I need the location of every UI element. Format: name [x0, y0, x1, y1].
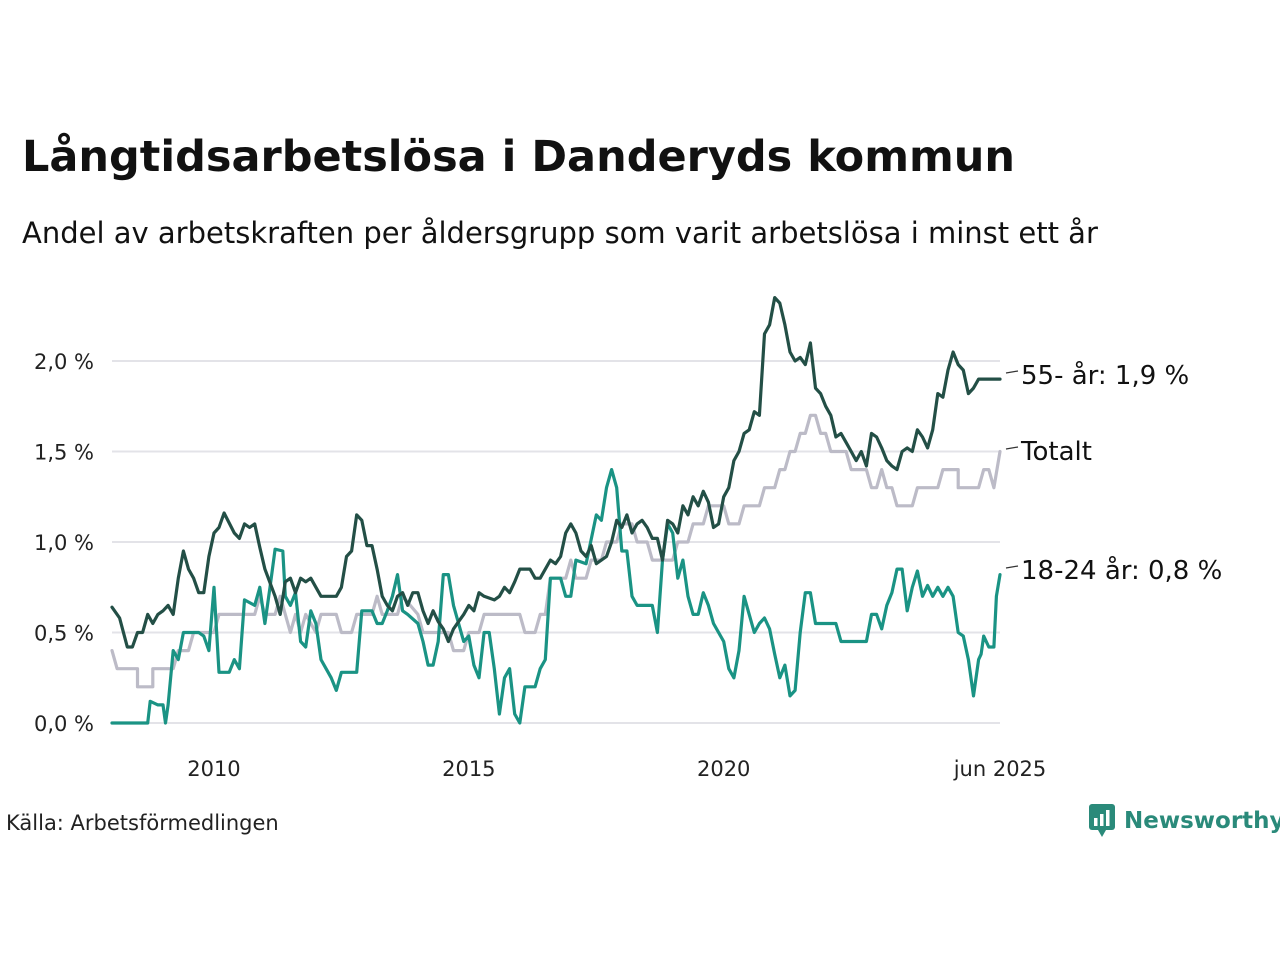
end-label-age1824: 18-24 år: 0,8 % [1021, 555, 1222, 586]
x-tick-label: jun 2025 [953, 757, 1047, 781]
x-tick-label: 2010 [187, 757, 240, 781]
brand-logo: Newsworthy [1088, 803, 1280, 839]
x-tick-label: 2020 [697, 757, 750, 781]
end-label-total: Totalt [1020, 437, 1092, 467]
newsworthy-logo-icon [1089, 804, 1115, 837]
grid-layer [112, 360, 1000, 724]
end-label-leader [1005, 446, 1019, 450]
end-labels: Totalt 18-24 år: 0,8 % 55- år: 1,9 % [1005, 360, 1222, 586]
y-tick-label: 1,0 % [34, 531, 94, 555]
chart-subtitle: Andel av arbetskraften per åldersgrupp s… [22, 216, 1098, 250]
chart-title: Långtidsarbetslösa i Danderyds kommun [22, 132, 1016, 182]
y-tick-label: 0,0 % [34, 712, 94, 736]
brand-name: Newsworthy [1124, 808, 1280, 834]
source-note: Källa: Arbetsförmedlingen [6, 811, 279, 835]
series-layer [110, 296, 1002, 725]
y-tick-label: 0,5 % [34, 622, 94, 646]
y-axis: 0,0 % 0,5 % 1,0 % 1,5 % 2,0 % [34, 350, 94, 736]
series-line-age55 [110, 296, 1002, 649]
y-tick-label: 2,0 % [34, 350, 94, 374]
end-label-leader [1005, 565, 1019, 569]
end-label-leader [1005, 370, 1019, 374]
end-label-age55: 55- år: 1,9 % [1021, 360, 1189, 391]
x-axis: 2010 2015 2020 jun 2025 [187, 757, 1046, 781]
series-line-age1824 [110, 468, 1002, 725]
x-tick-label: 2015 [442, 757, 495, 781]
y-tick-label: 1,5 % [34, 441, 94, 465]
